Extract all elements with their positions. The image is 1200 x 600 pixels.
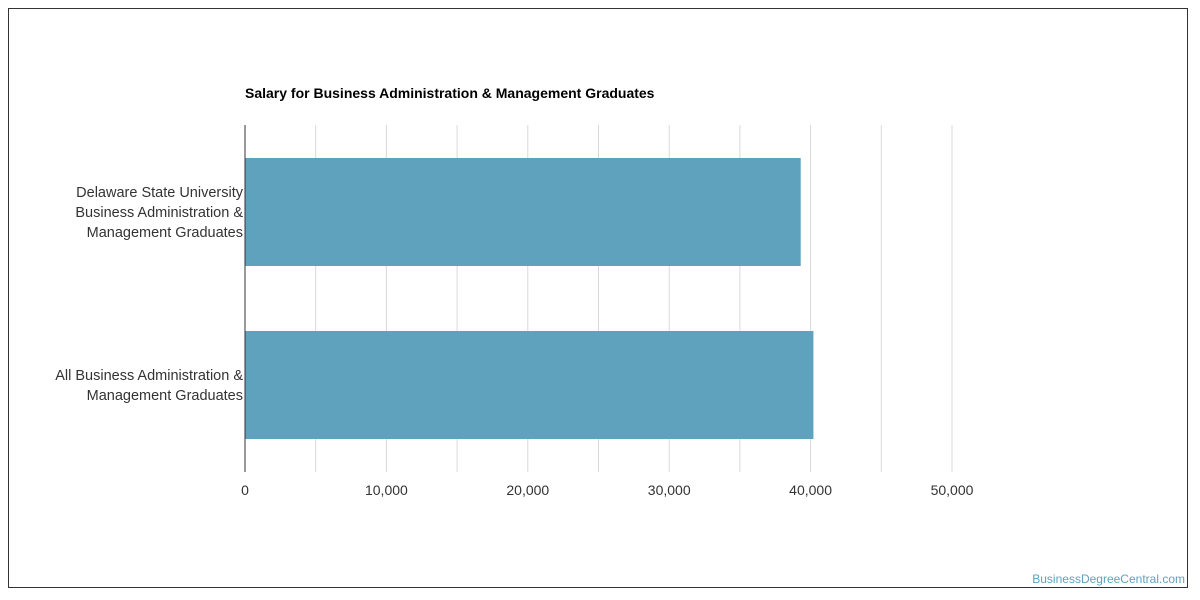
x-tick-label: 0 [241, 482, 249, 498]
bar-2[interactable] [245, 331, 814, 439]
category-label-2: All Business Administration & Management … [55, 368, 243, 404]
category-labels: Delaware State University Business Admini… [55, 185, 244, 404]
bar-layer [245, 158, 814, 439]
category-label-1: Delaware State University Business Admini… [75, 185, 243, 241]
chart-title: Salary for Business Administration & Man… [245, 85, 655, 101]
x-tick-label: 40,000 [789, 482, 832, 498]
x-tick-label: 30,000 [648, 482, 691, 498]
x-tick-label: 10,000 [365, 482, 408, 498]
watermark-link[interactable]: BusinessDegreeCentral.com [1032, 572, 1185, 586]
x-tick-label: 50,000 [931, 482, 974, 498]
x-tick-labels: 0 10,000 20,000 30,000 40,000 50,000 [241, 482, 974, 498]
bar-1[interactable] [245, 158, 801, 266]
x-tick-label: 20,000 [506, 482, 549, 498]
